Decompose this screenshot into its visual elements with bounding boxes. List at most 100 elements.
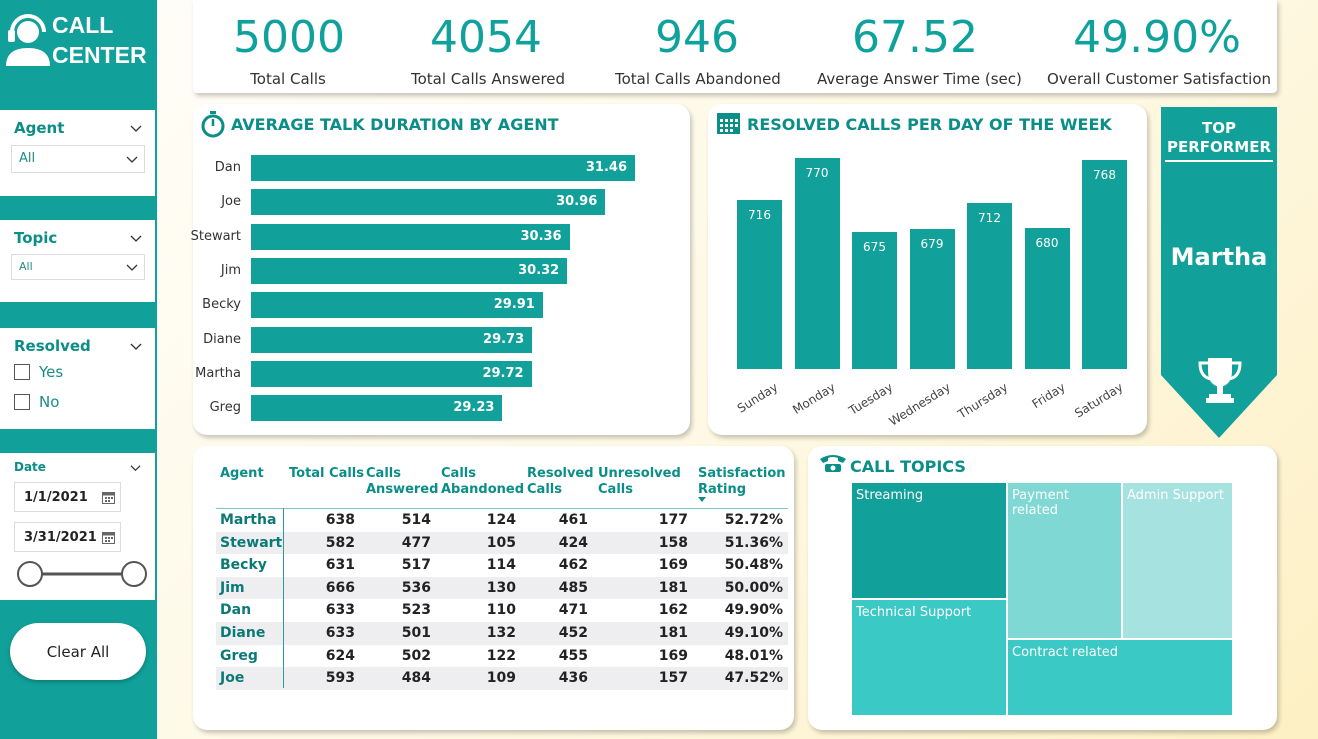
- topic-technical-support[interactable]: Technical Support: [851, 599, 1007, 716]
- table-cell: 52.72%: [725, 512, 783, 528]
- app-title-line2: CENTER: [52, 40, 147, 70]
- topic-payment-related[interactable]: Payment related: [1007, 482, 1122, 639]
- table-cell: 523: [402, 602, 431, 618]
- column-header[interactable]: Unresolved Calls: [598, 466, 681, 498]
- table-cell-agent: Stewart: [220, 535, 282, 551]
- bar-value-label: 30.36: [520, 229, 561, 244]
- column-header-text: Unresolved: [598, 466, 681, 482]
- table-cell: 517: [402, 557, 431, 573]
- topic-admin-support[interactable]: Admin Support: [1122, 482, 1233, 639]
- column-header[interactable]: Satisfaction Rating: [698, 466, 786, 498]
- table-row[interactable]: Joe 593 484 109 436 157 47.52%: [216, 667, 788, 690]
- table-row[interactable]: Becky 631 517 114 462 169 50.48%: [216, 554, 788, 577]
- column-header[interactable]: Total Calls: [289, 466, 364, 482]
- resolved-no-label: No: [39, 393, 59, 411]
- chevron-down-icon: [126, 153, 138, 165]
- bar-value-label: 29.72: [482, 366, 523, 381]
- table-row[interactable]: Martha 638 514 124 461 177 52.72%: [216, 509, 788, 532]
- bar-label: Martha: [181, 366, 241, 381]
- talk-duration-bar[interactable]: 29.72: [251, 361, 532, 387]
- clear-all-button[interactable]: Clear All: [10, 623, 146, 680]
- talk-duration-bar[interactable]: 30.36: [251, 224, 570, 250]
- chevron-down-icon[interactable]: [130, 122, 142, 134]
- talk-duration-bar[interactable]: 29.91: [251, 292, 543, 318]
- slider-start-handle[interactable]: [18, 562, 42, 586]
- table-cell: 462: [559, 557, 588, 573]
- column-header-text: Calls: [441, 466, 524, 482]
- table-cell: 105: [487, 535, 516, 551]
- calendar-icon[interactable]: [102, 531, 115, 544]
- agent-dropdown[interactable]: All: [11, 145, 145, 173]
- resolved-filter-label: Resolved: [14, 337, 91, 355]
- bar-value-label: 770: [795, 166, 840, 180]
- topic-filter-label: Topic: [14, 229, 57, 247]
- talk-duration-bar[interactable]: 30.96: [251, 189, 605, 215]
- topic-dropdown[interactable]: All: [11, 254, 145, 280]
- bar-value-label: 30.32: [518, 263, 559, 278]
- column-header[interactable]: Calls Abandoned: [441, 466, 524, 498]
- table-cell: 50.00%: [725, 580, 783, 596]
- calendar-icon[interactable]: [102, 491, 115, 504]
- chevron-down-icon[interactable]: [130, 232, 142, 244]
- topic-contract-related[interactable]: Contract related: [1007, 639, 1233, 716]
- resolved-yes-checkbox[interactable]: [14, 364, 30, 380]
- table-row[interactable]: Greg 624 502 122 455 169 48.01%: [216, 645, 788, 668]
- resolved-day-bar[interactable]: 679: [910, 229, 955, 369]
- day-axis-label: Friday: [1030, 380, 1068, 411]
- bar-label: Becky: [181, 297, 241, 312]
- sort-desc-icon[interactable]: [698, 497, 706, 503]
- column-header[interactable]: Agent: [220, 466, 264, 482]
- table-row[interactable]: Jim 666 536 130 485 181 50.00%: [216, 577, 788, 600]
- start-date-input[interactable]: 1/1/2021: [14, 482, 121, 512]
- chevron-down-icon[interactable]: [130, 340, 142, 352]
- resolved-day-bar[interactable]: 680: [1025, 228, 1070, 369]
- talk-duration-bar[interactable]: 30.32: [251, 258, 567, 284]
- table-cell-agent: Martha: [220, 512, 276, 528]
- resolved-day-bar[interactable]: 768: [1082, 160, 1127, 369]
- kpi-value: 4054: [411, 12, 561, 64]
- table-cell: 124: [487, 512, 516, 528]
- kpi-value: 49.90%: [1047, 12, 1267, 64]
- kpi-label: Overall Customer Satisfaction: [1047, 70, 1267, 88]
- topic-filter: Topic All: [0, 220, 155, 302]
- talk-duration-bars: Dan 31.46 Joe 30.96 Stewart 30.36 Jim 30.32 Beck…: [193, 104, 690, 435]
- talk-duration-bar[interactable]: 31.46: [251, 155, 635, 181]
- talk-duration-bar[interactable]: 29.73: [251, 327, 532, 353]
- kpi-value: 946: [615, 12, 779, 64]
- bar-value-label: 31.46: [586, 160, 627, 175]
- kpi-label: Total Calls: [233, 70, 343, 88]
- table-row[interactable]: Diane 633 501 132 452 181 49.10%: [216, 622, 788, 645]
- resolved-day-bar[interactable]: 716: [737, 200, 782, 369]
- table-cell: 424: [559, 535, 588, 551]
- table-row[interactable]: Stewart 582 477 105 424 158 51.36%: [216, 532, 788, 555]
- date-range-slider[interactable]: [16, 560, 148, 588]
- column-header-text: Agent: [220, 466, 264, 482]
- talk-duration-bar[interactable]: 29.23: [251, 395, 502, 421]
- table-cell: 536: [402, 580, 431, 596]
- bar-label: Stewart: [181, 229, 241, 244]
- resolved-day-bar[interactable]: 770: [795, 158, 840, 369]
- chevron-down-icon: [126, 261, 138, 273]
- resolved-no-checkbox[interactable]: [14, 394, 30, 410]
- table-row[interactable]: Dan 633 523 110 471 162 49.90%: [216, 599, 788, 622]
- column-header[interactable]: Resolved Calls: [527, 466, 594, 498]
- resolved-day-bar[interactable]: 712: [967, 203, 1012, 369]
- agent-filter: Agent All: [0, 110, 155, 196]
- bar-label: Dan: [181, 160, 241, 175]
- end-date-input[interactable]: 3/31/2021: [14, 522, 121, 552]
- column-header[interactable]: Calls Answered: [366, 466, 438, 498]
- slider-end-handle[interactable]: [122, 562, 146, 586]
- table-cell-agent: Dan: [220, 602, 251, 618]
- kpi-satisfaction: 49.90% Overall Customer Satisfaction: [1047, 12, 1267, 88]
- table-cell: 461: [559, 512, 588, 528]
- topic-streaming[interactable]: Streaming: [851, 482, 1007, 599]
- table-cell: 181: [659, 580, 688, 596]
- app-title-line1: CALL: [52, 10, 147, 40]
- kpi-label: Total Calls Answered: [411, 70, 561, 88]
- bar-value-label: 29.23: [453, 400, 494, 415]
- kpi-avg-answer-time: 67.52 Average Answer Time (sec): [817, 12, 1013, 88]
- resolved-day-bar[interactable]: 675: [852, 232, 897, 369]
- chevron-down-icon[interactable]: [130, 462, 141, 473]
- agent-dropdown-value: All: [19, 151, 35, 166]
- table-cell: 455: [559, 648, 588, 664]
